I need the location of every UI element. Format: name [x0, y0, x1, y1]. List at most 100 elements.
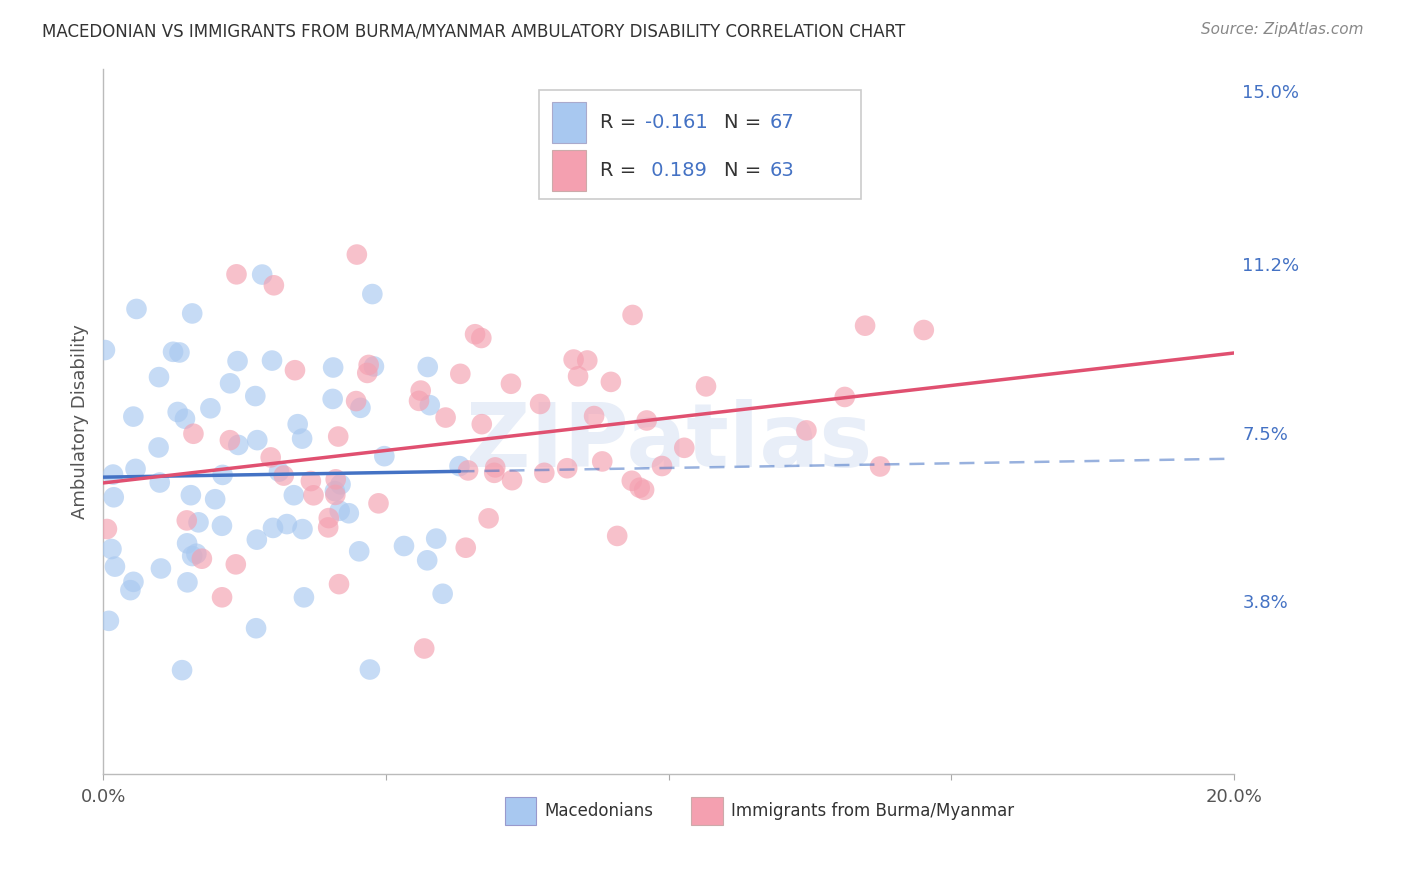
Point — [200, 401, 222, 416]
Point — [501, 473, 523, 487]
Point — [434, 410, 457, 425]
Point — [262, 521, 284, 535]
Point — [101, 467, 124, 482]
Point — [361, 287, 384, 301]
Point — [246, 533, 269, 547]
Point — [267, 465, 290, 479]
Point — [337, 506, 360, 520]
Text: Macedonians: Macedonians — [544, 802, 654, 820]
Point — [620, 474, 643, 488]
Text: MACEDONIAN VS IMMIGRANTS FROM BURMA/MYANMAR AMBULATORY DISABILITY CORRELATION CH: MACEDONIAN VS IMMIGRANTS FROM BURMA/MYAN… — [42, 22, 905, 40]
Point — [245, 621, 267, 635]
Point — [276, 517, 298, 532]
Point — [591, 454, 613, 468]
Point — [211, 591, 233, 605]
Point — [392, 539, 415, 553]
Point — [419, 398, 441, 412]
Point — [176, 513, 198, 527]
Point — [191, 551, 214, 566]
Point — [344, 394, 367, 409]
Point — [834, 390, 856, 404]
Point — [628, 481, 651, 495]
Point — [287, 417, 309, 432]
Point — [464, 327, 486, 342]
Point — [562, 352, 585, 367]
Point — [226, 354, 249, 368]
Point — [263, 278, 285, 293]
Point — [567, 369, 589, 384]
Point — [349, 401, 371, 415]
Point — [796, 424, 818, 438]
Point — [323, 484, 346, 499]
Point — [292, 591, 315, 605]
Point — [291, 522, 314, 536]
Point — [211, 518, 233, 533]
Point — [169, 345, 191, 359]
Point — [180, 488, 202, 502]
Point — [186, 547, 208, 561]
Point — [416, 553, 439, 567]
Point — [471, 417, 494, 432]
Point — [432, 587, 454, 601]
Point — [125, 301, 148, 316]
Point — [454, 541, 477, 555]
Point — [148, 441, 170, 455]
Point — [416, 359, 439, 374]
Point — [457, 463, 479, 477]
Point — [187, 516, 209, 530]
Text: 0.189: 0.189 — [645, 161, 707, 179]
Point — [166, 405, 188, 419]
Point — [853, 318, 876, 333]
Text: 67: 67 — [769, 112, 794, 132]
Point — [673, 441, 696, 455]
Point — [449, 367, 471, 381]
Point — [695, 379, 717, 393]
Point — [322, 360, 344, 375]
Point — [174, 411, 197, 425]
Point — [329, 504, 352, 518]
Point — [449, 459, 471, 474]
Point — [363, 359, 385, 374]
Point — [204, 492, 226, 507]
Text: N =: N = — [724, 112, 768, 132]
Point — [94, 343, 117, 357]
Point — [219, 376, 242, 391]
Point — [149, 561, 172, 575]
Point — [96, 522, 118, 536]
Point — [346, 247, 368, 261]
Point — [409, 384, 432, 398]
Point — [359, 663, 381, 677]
Point — [484, 460, 506, 475]
Bar — [505, 797, 536, 825]
FancyBboxPatch shape — [538, 90, 860, 199]
Point — [181, 306, 204, 320]
Point — [226, 438, 249, 452]
Point — [576, 353, 599, 368]
Point — [176, 575, 198, 590]
Point — [260, 353, 283, 368]
Point — [225, 268, 247, 282]
Point — [413, 641, 436, 656]
Y-axis label: Ambulatory Disability: Ambulatory Disability — [72, 324, 89, 519]
Text: Immigrants from Burma/Myanmar: Immigrants from Burma/Myanmar — [731, 802, 1014, 820]
Bar — [692, 797, 723, 825]
Point — [104, 559, 127, 574]
Point — [149, 475, 172, 490]
Point — [356, 366, 378, 380]
Point — [583, 409, 606, 423]
Point — [367, 496, 389, 510]
Point — [100, 541, 122, 556]
Point — [219, 433, 242, 447]
Text: 63: 63 — [769, 161, 794, 179]
Text: ZIPatlas: ZIPatlas — [465, 399, 872, 486]
Point — [529, 397, 551, 411]
Point — [425, 532, 447, 546]
Point — [273, 468, 295, 483]
Point — [484, 466, 506, 480]
Point — [621, 308, 644, 322]
Point — [176, 536, 198, 550]
Text: R =: R = — [599, 161, 643, 179]
Point — [148, 370, 170, 384]
Point — [170, 663, 193, 677]
Point — [103, 490, 125, 504]
